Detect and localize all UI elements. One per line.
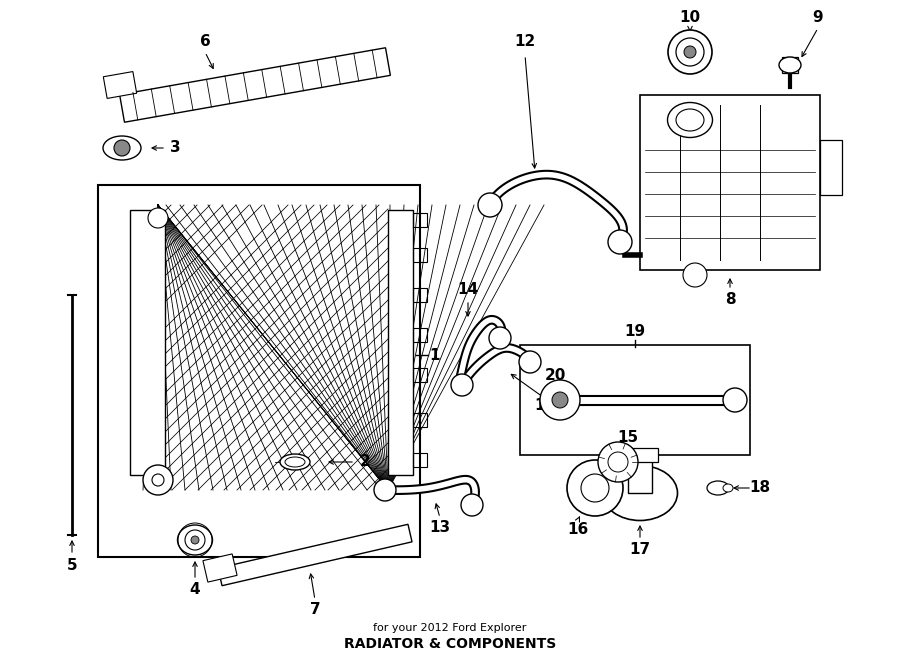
Text: 10: 10 [680,11,700,26]
Text: 9: 9 [813,11,824,26]
Circle shape [608,230,632,254]
Circle shape [519,351,541,373]
Circle shape [567,460,623,516]
Circle shape [374,479,396,501]
Bar [413,453,427,467]
Ellipse shape [280,454,310,470]
Bar [628,458,652,493]
Polygon shape [202,554,237,582]
Circle shape [489,327,511,349]
Circle shape [581,474,609,502]
Bar [413,328,427,342]
Bar [98,185,420,557]
Circle shape [723,388,747,412]
Bar [388,210,413,475]
Text: 7: 7 [310,602,320,617]
Circle shape [143,465,173,495]
Bar [622,448,658,462]
Circle shape [185,530,205,550]
Bar [520,345,750,455]
Text: for your 2012 Ford Explorer: for your 2012 Ford Explorer [374,623,526,633]
Bar [413,213,427,227]
Circle shape [478,193,502,217]
Bar [413,248,427,262]
Circle shape [191,536,199,544]
Circle shape [676,38,704,66]
Text: 3: 3 [170,141,180,155]
Polygon shape [104,71,137,98]
Bar [820,140,842,195]
Text: 20: 20 [544,368,566,383]
Circle shape [461,494,483,516]
Circle shape [552,392,568,408]
Bar [413,413,427,427]
Ellipse shape [676,109,704,131]
Text: 6: 6 [200,34,211,50]
Text: 4: 4 [190,582,201,598]
Text: 14: 14 [457,282,479,297]
Text: 16: 16 [567,522,589,537]
Text: 8: 8 [724,293,735,307]
Circle shape [608,452,628,472]
Text: RADIATOR & COMPONENTS: RADIATOR & COMPONENTS [344,637,556,651]
Text: 2: 2 [360,455,371,469]
Bar [413,288,427,302]
Bar [130,210,165,475]
Ellipse shape [723,484,733,492]
Text: 11: 11 [535,397,555,412]
Circle shape [114,140,130,156]
Text: 18: 18 [750,481,770,496]
Ellipse shape [177,525,212,555]
Circle shape [148,208,168,228]
Polygon shape [218,524,412,586]
Ellipse shape [668,102,713,137]
Circle shape [683,263,707,287]
Bar [640,95,820,270]
Circle shape [451,374,473,396]
Circle shape [152,474,164,486]
Ellipse shape [285,457,305,467]
Circle shape [684,46,696,58]
Circle shape [540,380,580,420]
Text: 13: 13 [429,520,451,535]
Polygon shape [120,48,391,122]
Text: 12: 12 [515,34,536,50]
Text: 5: 5 [67,557,77,572]
Ellipse shape [707,481,729,495]
Circle shape [598,442,638,482]
Circle shape [668,30,712,74]
Bar [413,368,427,382]
Ellipse shape [103,136,141,160]
Bar [782,57,798,73]
Ellipse shape [779,57,801,73]
Bar [158,205,388,490]
Text: 17: 17 [629,543,651,557]
Text: 19: 19 [625,325,645,340]
Text: 1: 1 [430,348,440,362]
Text: 15: 15 [617,430,639,446]
Ellipse shape [602,465,678,520]
